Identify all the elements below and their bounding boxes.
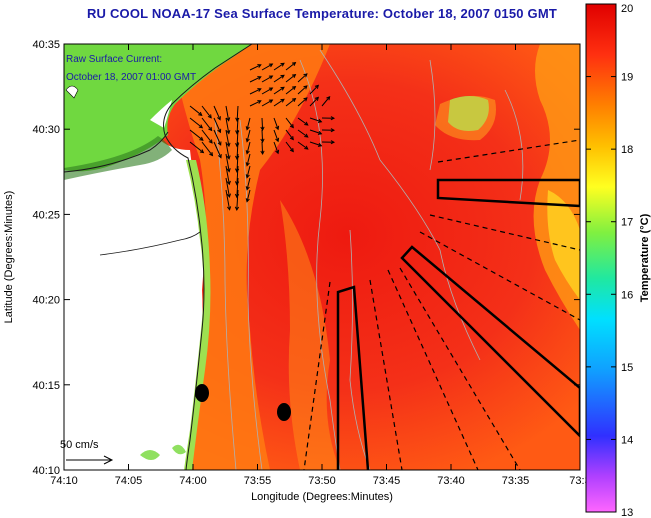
x-tick-label: 73:35 xyxy=(502,475,530,487)
chart-title: RU COOL NOAA-17 Sea Surface Temperature:… xyxy=(86,6,558,21)
mid-band xyxy=(280,200,340,470)
colorbar-tick-label: 19 xyxy=(621,72,633,84)
x-tick-label: 74:10 xyxy=(50,475,78,487)
transect-box-east xyxy=(436,178,580,208)
y-axis-label: Latitude (Degrees:Minutes) xyxy=(3,191,15,324)
small-island xyxy=(65,85,79,99)
nearshore-band xyxy=(170,44,330,470)
station-marker-1 xyxy=(195,384,209,402)
x-axis-label: Longitude (Degrees:Minutes) xyxy=(251,491,393,503)
colorbar-ticks: 20 19 18 17 16 15 14 13 xyxy=(586,3,633,518)
colorbar-tick-label: 16 xyxy=(621,289,633,301)
x-axis: 74:10 74:05 74:00 73:55 73:50 73:45 73:40 73:35… xyxy=(50,44,591,487)
colorbar xyxy=(585,3,617,513)
colorbar-tick-label: 13 xyxy=(621,507,633,518)
x-tick-label: 73:50 xyxy=(308,475,336,487)
colorbar-tick-label: 18 xyxy=(621,144,633,156)
cool-patch-halo xyxy=(435,95,496,141)
y-tick-label: 40:30 xyxy=(32,124,60,136)
x-tick-label: 73:45 xyxy=(373,475,401,487)
y-axis: 40:35 40:30 40:25 40:20 40:15 40:10 xyxy=(32,39,580,477)
coastal-strip-south xyxy=(184,160,211,470)
x-tick-label: 74:05 xyxy=(115,475,143,487)
colorbar-tick-label: 17 xyxy=(621,217,633,229)
bay-land xyxy=(150,100,172,128)
colorbar-tick-label: 15 xyxy=(621,362,633,374)
scale-arrow xyxy=(66,455,114,465)
current-label-line2: October 18, 2007 01:00 GMT xyxy=(66,72,196,83)
transect-boxes xyxy=(336,178,580,470)
bathymetry-contours xyxy=(214,49,524,470)
x-tick-label: 73:40 xyxy=(437,475,465,487)
x-tick-label: 74:00 xyxy=(179,475,207,487)
y-tick-label: 40:10 xyxy=(32,465,60,477)
plot-area xyxy=(64,44,580,470)
colorbar-tick-label: 20 xyxy=(621,3,633,15)
coastline-north xyxy=(64,131,169,173)
transect-dashed-lines xyxy=(303,139,580,470)
x-tick-label: 73:55 xyxy=(244,475,272,487)
current-label-line1: Raw Surface Current: xyxy=(66,54,162,65)
y-tick-label: 40:25 xyxy=(32,209,60,221)
colorbar-tick-label: 14 xyxy=(621,434,633,446)
scale-label: 50 cm/s xyxy=(60,439,99,451)
station-marker-2 xyxy=(277,403,291,421)
east-yellow-patch xyxy=(547,190,580,300)
current-vectors xyxy=(189,61,336,212)
y-tick-label: 40:15 xyxy=(32,380,60,392)
inlet xyxy=(99,231,201,256)
y-tick-label: 40:20 xyxy=(32,295,60,307)
x-tick-label: 73:3 xyxy=(569,475,590,487)
shore-dark-fringe xyxy=(64,136,172,180)
colorbar-label: Temperature (°C) xyxy=(639,213,651,302)
blob-1 xyxy=(140,450,160,460)
blob-2 xyxy=(172,444,186,455)
coastline xyxy=(163,44,253,470)
y-tick-label: 40:35 xyxy=(32,39,60,51)
